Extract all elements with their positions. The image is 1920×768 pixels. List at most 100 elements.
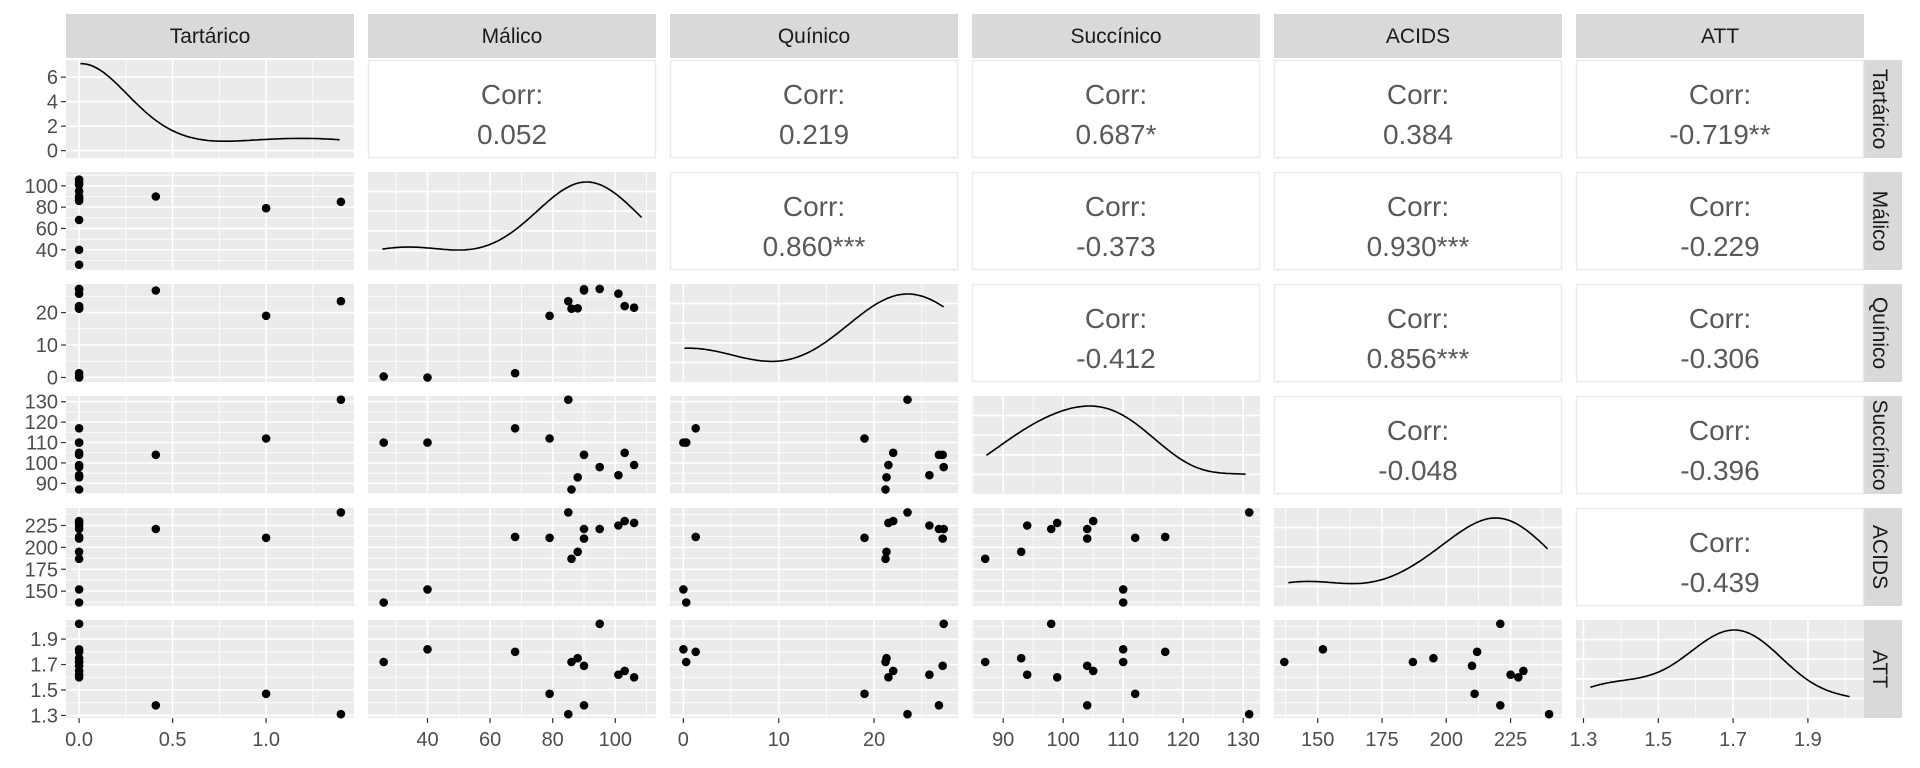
scatter-point xyxy=(579,534,589,543)
scatter-point xyxy=(1046,524,1056,534)
row-strip-label: Tartárico xyxy=(1868,69,1891,150)
scatter-point xyxy=(980,554,990,564)
strip-background xyxy=(1858,172,1902,270)
panel: Corr: 0.687* xyxy=(971,59,1261,159)
scatter-point xyxy=(510,532,520,542)
correlation-value: 0.687* xyxy=(1076,119,1157,150)
row-strip-label: ATT xyxy=(1868,650,1891,688)
scatter-point xyxy=(74,547,84,557)
column-strip: Tartárico xyxy=(66,14,354,58)
scatter-point xyxy=(888,516,898,526)
scatter-point xyxy=(336,508,346,517)
scatter-point xyxy=(74,516,84,526)
panel: 40 60 80 100 xyxy=(368,619,656,751)
column-strip-label: Succínico xyxy=(1070,25,1161,48)
correlation-label: Corr: xyxy=(1387,303,1449,334)
scatter-point xyxy=(74,178,84,187)
column-strip-label: Tartárico xyxy=(170,25,251,48)
row-strip-label: Succínico xyxy=(1868,399,1891,490)
strip-background xyxy=(1858,508,1902,606)
scatter-point xyxy=(1052,673,1062,682)
density-line xyxy=(382,181,643,251)
x-tick-label: 1.3 xyxy=(1570,729,1598,751)
panel-background xyxy=(670,508,958,606)
scatter-point xyxy=(691,532,700,542)
strip-background xyxy=(1858,396,1902,494)
correlation-panel-background xyxy=(1575,283,1865,383)
panel-background xyxy=(368,620,656,718)
panel-background xyxy=(368,284,656,382)
scatter-point xyxy=(579,450,589,460)
panel xyxy=(670,395,958,494)
correlation-label: Corr: xyxy=(783,79,845,110)
panel: 1.3 1.5 1.7 1.9 xyxy=(1570,620,1864,751)
scatter-point xyxy=(1519,666,1528,676)
scatter-point xyxy=(579,524,589,534)
scatter-point xyxy=(151,286,161,295)
scatter-point xyxy=(1467,661,1477,671)
scatter-point xyxy=(74,524,84,534)
scatter-point xyxy=(860,434,869,443)
panel: Corr: -0.396 xyxy=(1575,395,1865,495)
scatter-point xyxy=(545,689,554,699)
x-tick-label: 1.7 xyxy=(1719,729,1747,751)
scatter-point xyxy=(510,424,520,433)
y-tick-label: 0 xyxy=(47,367,58,389)
row-strip: Succínico xyxy=(1858,396,1902,494)
correlation-panel-background xyxy=(669,59,959,159)
strip-background xyxy=(1576,14,1864,58)
scatter-point xyxy=(379,438,389,447)
scatter-point xyxy=(1280,657,1289,667)
scatter-point xyxy=(595,462,604,472)
column-strip-label: ACIDS xyxy=(1386,25,1450,48)
row-strip-label: Quínico xyxy=(1868,297,1891,369)
scatter-point xyxy=(1130,533,1140,543)
correlation-panel-background xyxy=(971,283,1261,383)
scatter-point xyxy=(423,373,432,382)
correlation-value: -0.396 xyxy=(1680,455,1759,486)
scatter-point xyxy=(564,709,573,719)
correlation-label: Corr: xyxy=(481,79,543,110)
scatter-point xyxy=(939,462,948,472)
strip-background xyxy=(1858,60,1902,158)
panel: 0 10 20 xyxy=(670,619,958,751)
correlation-panel-background xyxy=(1273,395,1563,495)
scatter-point xyxy=(1470,689,1479,699)
correlation-panel-background xyxy=(1575,507,1865,607)
y-tick-label: 120 xyxy=(25,412,58,434)
panel: Corr: -0.373 xyxy=(971,171,1261,271)
scatter-point xyxy=(423,438,432,447)
scatter-point xyxy=(151,450,161,460)
scatter-point xyxy=(629,303,639,313)
scatter-point xyxy=(579,286,589,295)
x-tick-label: 40 xyxy=(416,729,438,751)
x-tick-label: 90 xyxy=(992,729,1014,751)
scatter-point xyxy=(595,524,604,534)
x-tick-label: 100 xyxy=(1047,729,1080,751)
correlation-value: -0.048 xyxy=(1378,455,1457,486)
scatter-point xyxy=(564,395,573,405)
column-strip-label: Málico xyxy=(482,25,543,48)
strip-background xyxy=(1274,14,1562,58)
scatter-point xyxy=(545,533,554,543)
scatter-point xyxy=(629,518,639,528)
scatter-point xyxy=(1118,585,1128,594)
row-strip: Quínico xyxy=(1858,284,1902,382)
correlation-panel-background xyxy=(367,59,657,159)
scatter-point xyxy=(620,448,629,458)
x-tick-label: 110 xyxy=(1107,729,1139,751)
strip-background xyxy=(1858,284,1902,382)
panel xyxy=(972,508,1260,607)
correlation-value: 0.219 xyxy=(779,119,849,150)
scatter-point xyxy=(567,657,576,667)
correlation-value: 0.856*** xyxy=(1367,343,1470,374)
scatter-point xyxy=(545,434,554,443)
scatter-point xyxy=(74,215,84,225)
correlation-label: Corr: xyxy=(1085,303,1147,334)
correlation-label: Corr: xyxy=(1689,191,1751,222)
scatter-point xyxy=(939,619,948,629)
x-tick-label: 20 xyxy=(863,729,885,751)
scatter-point xyxy=(614,670,623,679)
correlation-label: Corr: xyxy=(1689,415,1751,446)
scatter-point xyxy=(629,673,639,682)
